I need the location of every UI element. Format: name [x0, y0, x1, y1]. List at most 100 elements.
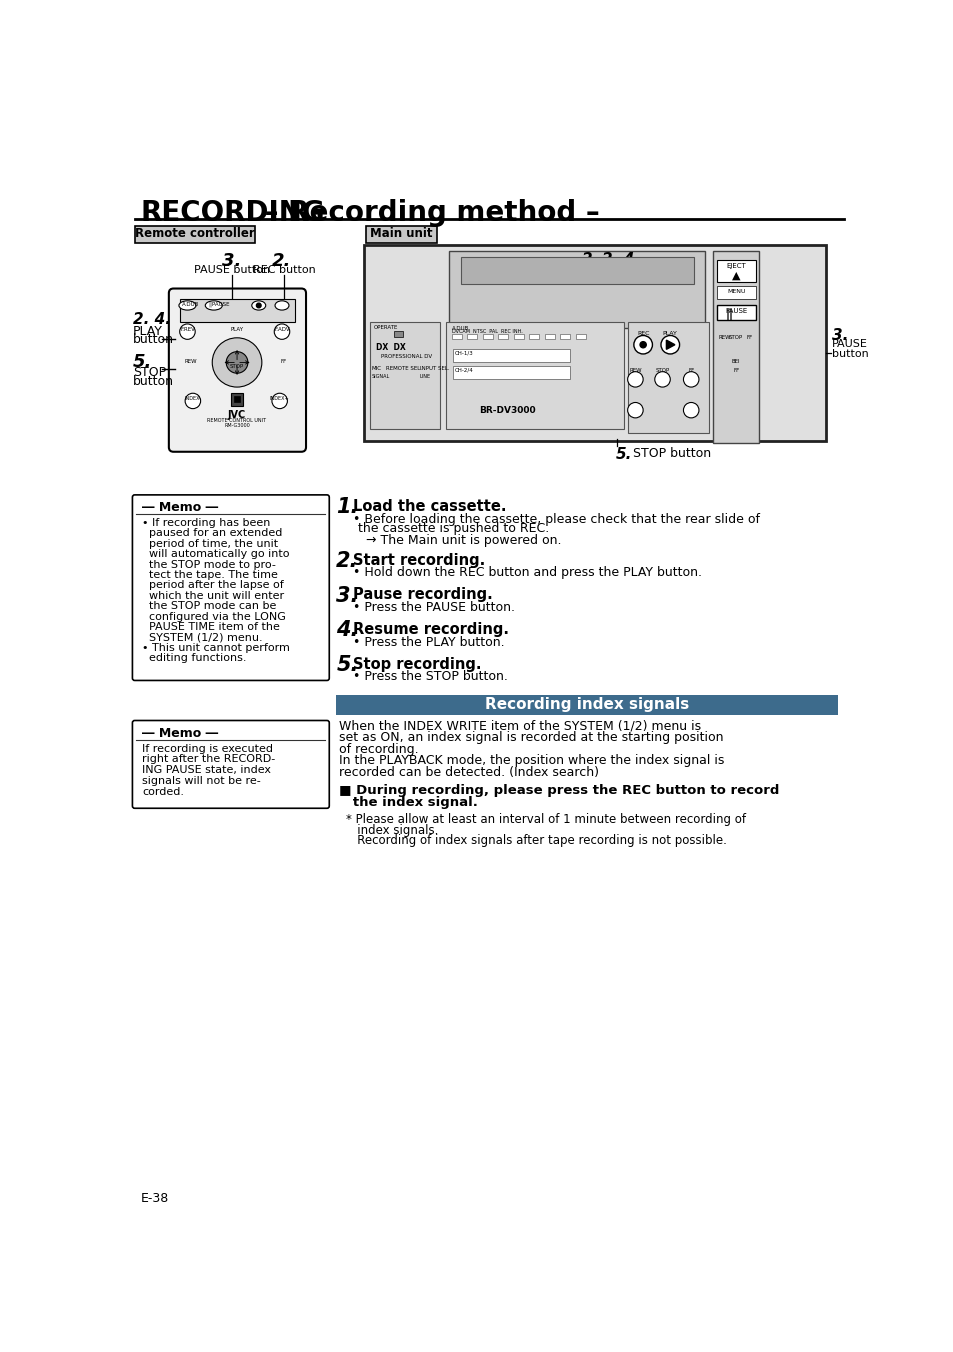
Text: 2.: 2. [335, 552, 358, 571]
Text: REC: REC [637, 331, 649, 335]
Text: RECORDING: RECORDING [141, 199, 325, 227]
Circle shape [654, 372, 670, 387]
Text: STOP: STOP [230, 364, 244, 369]
Text: REC: REC [578, 262, 601, 272]
Text: FF: FF [687, 368, 694, 373]
Text: SIGNAL: SIGNAL [372, 375, 390, 379]
Text: 2.: 2. [581, 253, 598, 268]
Text: ― Memo ―: ― Memo ― [142, 726, 218, 740]
Text: 3.: 3. [335, 585, 358, 606]
Text: STOP button: STOP button [629, 448, 711, 460]
Bar [445, 322, 623, 430]
Text: ▲: ▲ [731, 270, 740, 281]
Bar [716, 260, 755, 281]
Text: BR-DV3000: BR-DV3000 [478, 407, 536, 415]
Circle shape [682, 372, 699, 387]
Text: button: button [133, 333, 174, 346]
Text: Pause recording.: Pause recording. [353, 587, 493, 602]
Text: REMOTE CONTROL UNIT: REMOTE CONTROL UNIT [207, 418, 266, 423]
Bar [482, 334, 493, 339]
Text: EJECT: EJECT [725, 264, 745, 269]
Text: ING PAUSE state, index: ING PAUSE state, index [142, 765, 272, 775]
Text: ||PAUSE: ||PAUSE [208, 301, 230, 307]
Text: SYSTEM (1/2) menu.: SYSTEM (1/2) menu. [142, 633, 263, 642]
Text: → The Main unit is powered on.: → The Main unit is powered on. [365, 534, 560, 548]
Text: Stop recording.: Stop recording. [353, 657, 481, 672]
Text: Recording index signals: Recording index signals [485, 696, 689, 711]
Text: F.ADV: F.ADV [274, 327, 290, 333]
Circle shape [256, 303, 261, 308]
Text: Resume recording.: Resume recording. [353, 622, 509, 637]
Text: * Please allow at least an interval of 1 minute between recording of: * Please allow at least an interval of 1… [345, 813, 744, 826]
Text: MIC: MIC [372, 366, 381, 372]
Bar [233, 396, 240, 403]
Text: FF: FF [746, 335, 753, 341]
Bar [449, 250, 704, 327]
Text: 1.: 1. [335, 498, 358, 518]
Circle shape [226, 352, 248, 373]
Bar [575, 334, 585, 339]
Bar [365, 226, 436, 243]
Text: configured via the LONG: configured via the LONG [142, 611, 286, 622]
Text: right after the RECORD-: right after the RECORD- [142, 754, 275, 764]
Text: Start recording.: Start recording. [353, 553, 485, 568]
Text: corded.: corded. [142, 787, 184, 796]
Text: Main unit: Main unit [370, 227, 432, 239]
Text: PROFESSIONAL DV: PROFESSIONAL DV [381, 354, 432, 360]
Text: Recording of index signals after tape recording is not possible.: Recording of index signals after tape re… [345, 834, 725, 848]
Text: • Before loading the cassette, please check that the rear slide of: • Before loading the cassette, please ch… [353, 512, 760, 526]
Text: 5.: 5. [133, 353, 152, 372]
Bar [712, 250, 759, 443]
Text: 5.: 5. [335, 654, 358, 675]
Bar [335, 695, 838, 715]
Text: button: button [831, 349, 868, 358]
Text: A.DUB: A.DUB [452, 326, 469, 331]
Text: In the PLAYBACK mode, the position where the index signal is: In the PLAYBACK mode, the position where… [339, 754, 724, 768]
Text: RM-G3000: RM-G3000 [224, 423, 250, 427]
Circle shape [212, 338, 261, 387]
Text: PAUSE: PAUSE [831, 339, 867, 349]
Text: PLAY: PLAY [231, 327, 243, 333]
Polygon shape [666, 341, 674, 349]
Text: period of time, the unit: period of time, the unit [142, 538, 278, 549]
Text: REW: REW [628, 368, 641, 373]
Text: ― Memo ―: ― Memo ― [142, 502, 218, 514]
Text: INDEX-: INDEX- [184, 396, 201, 400]
Bar [453, 365, 569, 380]
Bar [134, 226, 254, 243]
Text: REMOTE SEL.: REMOTE SEL. [385, 366, 421, 372]
Text: the index signal.: the index signal. [339, 796, 477, 808]
Text: • This unit cannot perform: • This unit cannot perform [142, 642, 290, 653]
Text: button: button [133, 375, 174, 388]
Text: the cassette is pushed to REC.: the cassette is pushed to REC. [357, 522, 549, 535]
Text: MENU: MENU [726, 288, 744, 293]
Text: tect the tape. The time: tect the tape. The time [142, 571, 278, 580]
Text: JVC: JVC [228, 410, 246, 420]
Ellipse shape [179, 301, 195, 310]
Text: 5.: 5. [616, 448, 632, 462]
FancyBboxPatch shape [132, 721, 329, 808]
Text: PAUSE button: PAUSE button [193, 265, 270, 274]
Text: signals will not be re-: signals will not be re- [142, 776, 261, 786]
Text: 3.: 3. [222, 253, 241, 270]
Text: set as ON, an index signal is recorded at the starting position: set as ON, an index signal is recorded a… [339, 731, 723, 744]
Text: button: button [572, 270, 608, 281]
Ellipse shape [205, 301, 222, 310]
Text: E-38: E-38 [141, 1192, 169, 1206]
Text: • Press the PAUSE button.: • Press the PAUSE button. [353, 602, 515, 614]
Text: • Hold down the REC button and press the PLAY button.: • Hold down the REC button and press the… [353, 566, 701, 580]
Text: REW: REW [718, 335, 730, 341]
Text: A.DUB: A.DUB [182, 301, 199, 307]
Text: F.REV: F.REV [180, 327, 194, 333]
Circle shape [185, 393, 200, 408]
Text: INDEX+: INDEX+ [270, 396, 289, 400]
Circle shape [660, 335, 679, 354]
Text: PAUSE TIME item of the: PAUSE TIME item of the [142, 622, 280, 631]
Text: • If recording has been: • If recording has been [142, 518, 271, 529]
Text: 2.: 2. [272, 253, 292, 270]
FancyBboxPatch shape [169, 288, 306, 452]
Bar [179, 299, 294, 322]
Text: STOP: STOP [133, 365, 166, 379]
Text: PAUSE: PAUSE [724, 308, 746, 314]
Text: ||: || [725, 310, 733, 320]
